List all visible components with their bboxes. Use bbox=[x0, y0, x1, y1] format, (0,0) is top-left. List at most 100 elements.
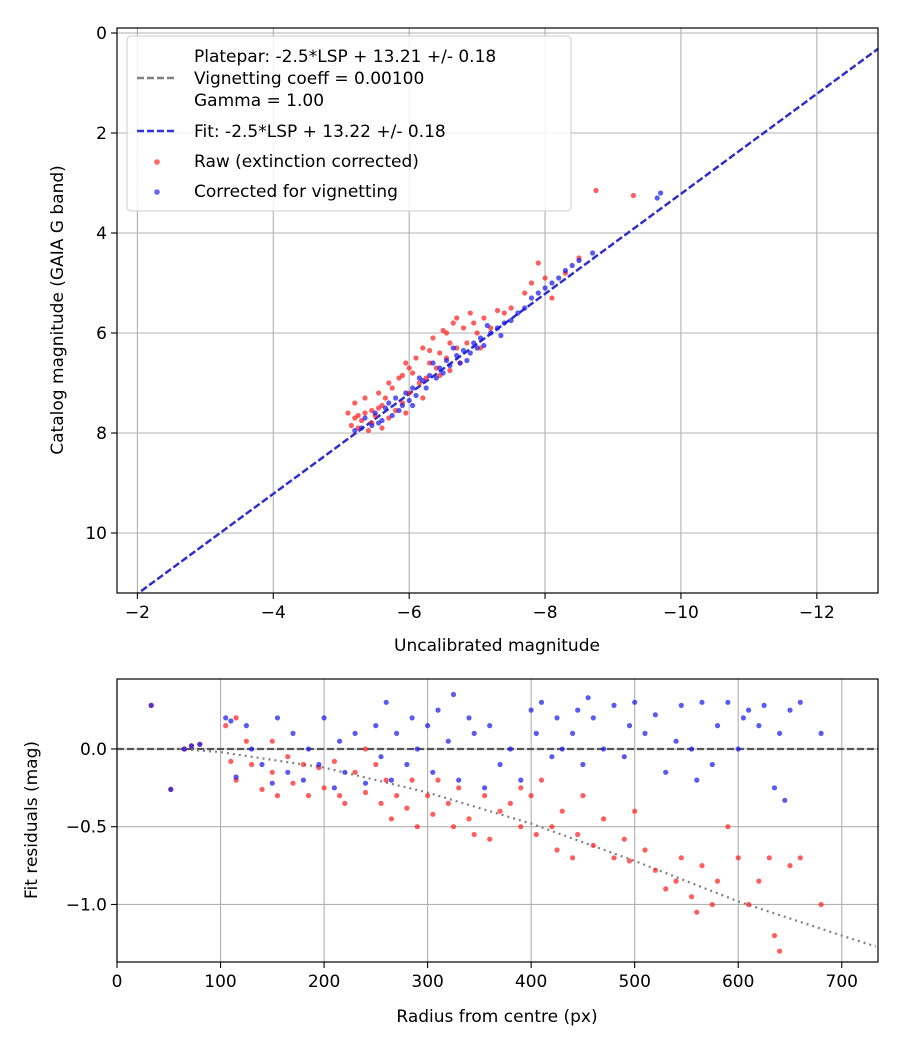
residuals-corrected-point bbox=[725, 699, 731, 705]
residuals-raw-point bbox=[735, 855, 741, 861]
residuals-corrected-point bbox=[575, 707, 581, 713]
residuals-raw-point bbox=[378, 800, 384, 807]
calibration-raw-point bbox=[352, 400, 358, 406]
residuals-raw-point bbox=[611, 855, 617, 861]
residuals-x-tick-label: 400 bbox=[515, 972, 547, 992]
residuals-corrected-point bbox=[642, 730, 648, 737]
residuals-corrected-point bbox=[611, 702, 617, 709]
residuals-raw-point bbox=[575, 831, 581, 838]
residuals-raw-point bbox=[430, 811, 436, 817]
calibration-corrected-point bbox=[433, 375, 439, 381]
calibration-y-tick-label: 0 bbox=[96, 24, 107, 44]
calibration-raw-point bbox=[481, 315, 487, 321]
residuals-raw-point bbox=[725, 824, 731, 830]
calibration-corrected-point bbox=[382, 405, 388, 411]
residuals-raw-point bbox=[409, 777, 415, 783]
residuals-raw-point bbox=[337, 793, 343, 799]
legend-corrected-label: Corrected for vignetting bbox=[194, 182, 398, 202]
residuals-x-tick-label: 700 bbox=[826, 972, 858, 992]
calibration-corrected-point bbox=[501, 320, 507, 326]
residuals-raw-point bbox=[300, 761, 306, 768]
residuals-corrected-point bbox=[197, 741, 203, 747]
residuals-raw-point bbox=[487, 836, 493, 842]
calibration-y-tick-label: 10 bbox=[85, 524, 107, 544]
residuals-corrected-point bbox=[818, 730, 824, 737]
calibration-corrected-point bbox=[369, 422, 375, 429]
calibration-corrected-point bbox=[410, 402, 416, 409]
calibration-raw-point bbox=[403, 410, 409, 416]
residuals-raw-point bbox=[699, 863, 705, 869]
residuals-corrected-point bbox=[497, 761, 503, 768]
calibration-corrected-point bbox=[423, 385, 429, 391]
residuals-corrected-point bbox=[228, 718, 234, 724]
residuals-raw-point bbox=[466, 816, 472, 822]
residuals-raw-point bbox=[259, 786, 265, 793]
residuals-y-axis-label: Fit residuals (mag) bbox=[22, 741, 42, 899]
residuals-line-vignetting bbox=[179, 747, 877, 948]
residuals-corrected-point bbox=[590, 715, 596, 721]
residuals-raw-point bbox=[425, 793, 431, 799]
residuals-corrected-point bbox=[243, 723, 249, 729]
residuals-raw-point bbox=[818, 901, 824, 908]
residuals-corrected-point bbox=[632, 699, 638, 705]
calibration-corrected-point bbox=[562, 267, 569, 274]
residuals-raw-point bbox=[538, 777, 545, 783]
residuals-corrected-point bbox=[518, 777, 524, 783]
calibration-corrected-point bbox=[372, 410, 378, 416]
calibration-raw-point bbox=[420, 395, 426, 401]
residuals-corrected-point bbox=[507, 746, 513, 752]
calibration-corrected-point bbox=[522, 305, 528, 311]
residuals-corrected-point bbox=[316, 761, 322, 768]
residuals-raw-point bbox=[228, 758, 234, 765]
legend-box bbox=[126, 35, 572, 212]
calibration-corrected-point bbox=[590, 250, 596, 256]
calibration-y-tick-label: 4 bbox=[96, 224, 107, 244]
residuals-raw-point bbox=[305, 793, 312, 799]
residuals-raw-point bbox=[445, 800, 451, 807]
calibration-plot-frame bbox=[116, 27, 879, 594]
residuals-corrected-point bbox=[771, 785, 778, 791]
calibration-corrected-point bbox=[352, 427, 358, 434]
calibration-raw-point bbox=[447, 367, 453, 374]
calibration-x-axis-label: Uncalibrated magnitude bbox=[394, 636, 600, 656]
residuals-raw-point bbox=[787, 863, 793, 869]
calibration-corrected-point bbox=[508, 317, 514, 324]
legend-vignetting-label: Vignetting coeff = 0.00100 bbox=[194, 69, 424, 89]
calibration-corrected-point bbox=[410, 385, 416, 391]
residuals-corrected-point bbox=[188, 743, 195, 749]
calibration-corrected-point bbox=[515, 310, 521, 316]
calibration-corrected-point bbox=[406, 397, 412, 404]
residuals-raw-point bbox=[249, 761, 255, 768]
residuals-x-tick-label: 600 bbox=[722, 972, 754, 992]
residuals-corrected-point bbox=[777, 730, 783, 737]
calibration-corrected-point bbox=[440, 370, 446, 376]
calibration-corrected-point bbox=[403, 390, 409, 396]
calibration-corrected-point bbox=[450, 345, 456, 351]
residuals-corrected-point bbox=[466, 715, 472, 721]
residuals-corrected-point bbox=[430, 769, 436, 775]
residuals-y-tick-label: −1.0 bbox=[66, 895, 107, 915]
calibration-x-tick-label: −8 bbox=[533, 603, 558, 623]
residuals-corrected-point bbox=[456, 777, 462, 783]
calibration-y-tick-label: 8 bbox=[96, 424, 107, 444]
calibration-raw-point bbox=[362, 395, 368, 401]
residuals-raw-point bbox=[388, 816, 394, 822]
residuals-raw-point bbox=[642, 847, 648, 853]
calibration-raw-point bbox=[420, 345, 426, 351]
residuals-plot: 0 100 200 300 400 500 600 700 0.0 −0.5 −1.0 Radius… bbox=[22, 678, 879, 1027]
calibration-corrected-point bbox=[576, 257, 582, 264]
residuals-corrected-point bbox=[740, 715, 747, 721]
residuals-raw-point bbox=[233, 715, 239, 721]
residuals-corrected-point bbox=[699, 699, 705, 705]
calibration-raw-point bbox=[430, 335, 436, 341]
residuals-corrected-point bbox=[782, 797, 788, 803]
calibration-corrected-point bbox=[389, 412, 395, 419]
residuals-corrected-point bbox=[673, 738, 679, 744]
residuals-ticks: 0 100 200 300 400 500 600 700 0.0 −0.5 −1.0 bbox=[66, 740, 858, 992]
residuals-raw-point bbox=[342, 800, 348, 807]
calibration-raw-point bbox=[447, 340, 453, 346]
residuals-raw-point bbox=[456, 785, 462, 791]
residuals-corrected-point bbox=[652, 712, 659, 718]
residuals-raw-point bbox=[570, 855, 576, 861]
residuals-raw-point bbox=[471, 831, 477, 838]
